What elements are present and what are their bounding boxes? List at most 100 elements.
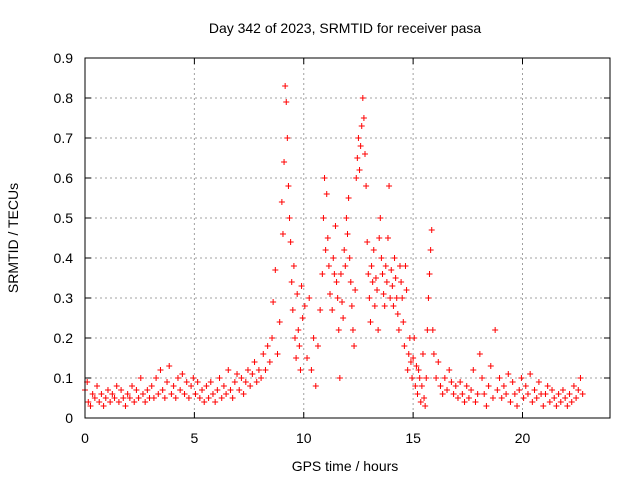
data-point bbox=[342, 263, 349, 269]
data-point bbox=[104, 387, 111, 393]
data-point bbox=[470, 367, 477, 373]
data-point bbox=[288, 279, 295, 285]
data-point bbox=[369, 279, 376, 285]
data-point bbox=[375, 327, 382, 333]
data-point bbox=[319, 271, 326, 277]
data-point bbox=[330, 255, 337, 261]
data-point bbox=[479, 375, 486, 381]
data-point bbox=[444, 387, 451, 393]
data-point bbox=[465, 395, 472, 401]
data-point bbox=[487, 363, 494, 369]
data-point bbox=[135, 395, 142, 401]
data-point bbox=[549, 387, 556, 393]
data-point bbox=[450, 391, 457, 397]
data-point bbox=[351, 343, 358, 349]
data-point bbox=[244, 367, 251, 373]
data-point bbox=[122, 403, 129, 409]
data-point bbox=[102, 395, 109, 401]
data-point bbox=[437, 383, 444, 389]
data-point bbox=[174, 375, 181, 381]
data-point bbox=[355, 135, 362, 141]
data-point bbox=[339, 299, 346, 305]
data-point bbox=[262, 367, 269, 373]
data-point bbox=[496, 375, 503, 381]
data-point bbox=[524, 391, 531, 397]
data-point bbox=[240, 391, 247, 397]
data-point bbox=[388, 267, 395, 273]
data-point bbox=[113, 383, 120, 389]
data-point bbox=[325, 263, 332, 269]
data-point bbox=[312, 383, 319, 389]
data-point bbox=[577, 375, 584, 381]
data-point bbox=[425, 295, 432, 301]
data-point bbox=[279, 231, 286, 237]
data-point bbox=[387, 295, 394, 301]
data-point bbox=[421, 395, 428, 401]
data-point bbox=[225, 367, 232, 373]
x-tick-label: 5 bbox=[190, 430, 198, 446]
axis-ticks: 0 0.1 0.2 0.3 0.4 0.5 0.6 0.7 0.8 0.9 0 5 10 15 20 bbox=[54, 50, 610, 446]
data-point bbox=[321, 175, 328, 181]
data-point bbox=[91, 395, 98, 401]
data-point bbox=[352, 287, 359, 293]
data-point bbox=[527, 371, 534, 377]
data-point bbox=[386, 183, 393, 189]
data-point bbox=[579, 391, 586, 397]
data-point bbox=[391, 255, 398, 261]
y-tick-label: 0.4 bbox=[54, 250, 74, 266]
data-point bbox=[234, 371, 241, 377]
data-point bbox=[331, 271, 338, 277]
data-point bbox=[251, 359, 258, 365]
data-point bbox=[170, 383, 177, 389]
data-point bbox=[294, 291, 301, 297]
y-tick-label: 0.2 bbox=[54, 330, 74, 346]
data-point bbox=[435, 359, 442, 365]
data-point bbox=[400, 319, 407, 325]
data-point bbox=[489, 395, 496, 401]
data-point bbox=[212, 399, 219, 405]
data-point bbox=[368, 263, 375, 269]
data-point bbox=[131, 399, 138, 405]
data-point bbox=[255, 367, 262, 373]
data-point bbox=[359, 95, 366, 101]
data-point bbox=[553, 403, 560, 409]
data-point bbox=[207, 379, 214, 385]
data-point bbox=[426, 271, 433, 277]
data-point bbox=[531, 387, 538, 393]
y-tick-label: 0.9 bbox=[54, 50, 74, 66]
data-point bbox=[96, 399, 103, 405]
data-point bbox=[340, 315, 347, 321]
x-tick-label: 0 bbox=[81, 430, 89, 446]
data-point bbox=[304, 355, 311, 361]
data-point bbox=[161, 395, 168, 401]
data-point bbox=[404, 367, 411, 373]
data-point bbox=[334, 295, 341, 301]
data-point bbox=[566, 391, 573, 397]
data-point bbox=[507, 399, 514, 405]
data-point bbox=[137, 375, 144, 381]
data-point bbox=[299, 315, 306, 321]
x-tick-label: 15 bbox=[405, 430, 421, 446]
data-point bbox=[85, 399, 92, 405]
data-point bbox=[118, 387, 125, 393]
data-point bbox=[220, 383, 227, 389]
data-point bbox=[98, 391, 105, 397]
data-point bbox=[100, 403, 107, 409]
y-tick-label: 0.1 bbox=[54, 370, 74, 386]
data-point bbox=[412, 383, 419, 389]
data-point bbox=[301, 303, 308, 309]
data-point bbox=[172, 395, 179, 401]
data-point bbox=[364, 239, 371, 245]
data-point bbox=[296, 343, 303, 349]
data-point bbox=[289, 307, 296, 313]
data-point bbox=[371, 303, 378, 309]
data-point bbox=[120, 395, 127, 401]
data-point bbox=[139, 391, 146, 397]
data-point bbox=[360, 115, 367, 121]
data-point bbox=[264, 343, 271, 349]
data-point bbox=[218, 395, 225, 401]
data-point bbox=[409, 375, 416, 381]
data-point bbox=[446, 367, 453, 373]
data-point bbox=[153, 375, 160, 381]
